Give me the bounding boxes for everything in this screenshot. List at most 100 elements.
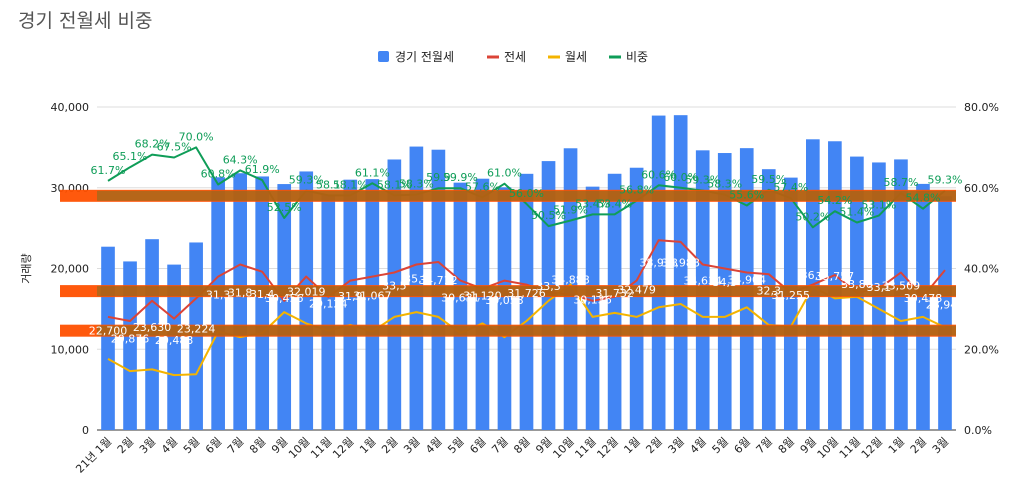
- y-tick-label: 10,000: [51, 343, 90, 356]
- ratio-value-label: 59.9%: [443, 171, 478, 184]
- y2-tick-label: 40.0%: [964, 263, 999, 276]
- bar: [343, 179, 358, 430]
- ratio-value-label: 56.8%: [619, 184, 654, 197]
- x-tick-label: 8월: [511, 435, 532, 456]
- bar-value-label: 33,3: [536, 280, 561, 293]
- bar-value-label: 31,732: [595, 287, 634, 300]
- bar-value-label: 30,631: [441, 291, 480, 304]
- x-tick-label: 12월: [859, 435, 885, 461]
- ratio-value-label: 58.3%: [399, 178, 434, 191]
- bar: [761, 169, 776, 431]
- bar: [938, 196, 952, 430]
- x-tick-label: 21년 1월: [73, 435, 114, 476]
- bar: [585, 186, 600, 430]
- bar-value-label: 31,120: [463, 289, 502, 302]
- ratio-value-label: 60.0%: [663, 171, 698, 184]
- ratio-value-label: 53.4%: [597, 197, 632, 210]
- x-tick-label: 5월: [710, 435, 731, 456]
- ratio-value-label: 65.1%: [113, 150, 148, 163]
- bar: [167, 264, 181, 430]
- ratio-value-label: 53.4%: [575, 197, 610, 210]
- ratio-value-label: 68.2%: [135, 138, 170, 151]
- x-tick-label: 6월: [203, 435, 224, 456]
- ratio-value-label: 61.1%: [355, 166, 390, 179]
- bar-value-label: 32,019: [287, 286, 326, 299]
- x-tick-label: 1월: [886, 435, 907, 456]
- ratio-value-label: 51.9%: [553, 203, 588, 216]
- ratio-value-label: 57.4%: [773, 181, 808, 194]
- x-tick-label: 6월: [467, 435, 488, 456]
- x-tick-label: 5월: [181, 435, 202, 456]
- ratio-value-label: 55.6%: [729, 189, 764, 202]
- ratio-value-label: 58.1%: [333, 178, 368, 191]
- ratio-value-label: 58.7%: [883, 176, 918, 189]
- bar: [277, 184, 292, 430]
- bar-value-label: 38,938: [639, 256, 678, 269]
- bar: [211, 177, 225, 430]
- x-tick-label: 11월: [837, 435, 863, 461]
- ratio-value-label: 59.9: [426, 171, 451, 184]
- ratio-value-label: 59.5%: [751, 173, 786, 186]
- x-tick-label: 7월: [754, 435, 775, 456]
- bar: [255, 176, 270, 430]
- x-tick-label: 1월: [357, 435, 378, 456]
- x-tick-label: 3월: [665, 435, 686, 456]
- bar-value-label: 34,888: [551, 274, 590, 287]
- bar-value-label: 32,3: [757, 284, 782, 297]
- ratio-value-label: 70.0%: [179, 130, 214, 143]
- bar-value-label: 33,86: [841, 278, 873, 291]
- y2-tick-label: 80.0%: [964, 101, 999, 114]
- ratio-value-label: 57.6%: [465, 180, 500, 193]
- bar-value-label: 33,1: [867, 281, 892, 294]
- highlight-band: [60, 285, 956, 298]
- bar-value-label: 30,053: [485, 294, 524, 307]
- ratio-value-label: 61.0%: [487, 167, 522, 180]
- bar: [783, 177, 798, 430]
- bar-value-label: 36,0: [801, 269, 826, 282]
- bar: [629, 167, 644, 431]
- bar-value-label: 23,630: [133, 321, 172, 334]
- ratio-value-label: 59.3%: [685, 174, 720, 187]
- x-tick-label: 4월: [159, 435, 180, 456]
- x-tick-label: 3월: [401, 435, 422, 456]
- y-axis-title: 거래량: [20, 253, 33, 283]
- bar-value-label: 20,483: [155, 334, 194, 347]
- bar-value-label: 34,634: [683, 275, 722, 288]
- bar-value-label: 31,255: [772, 289, 811, 302]
- bar: [519, 173, 534, 430]
- x-tick-label: 10월: [550, 435, 576, 461]
- ratio-value-label: 59.3%: [928, 174, 963, 187]
- y-tick-label: 20,000: [51, 263, 90, 276]
- x-tick-label: 4월: [688, 435, 709, 456]
- x-tick-label: 12월: [594, 435, 620, 461]
- bar: [123, 261, 137, 430]
- y-tick-label: 0: [82, 424, 89, 437]
- legend-label: 전세: [504, 50, 526, 64]
- chart-title: 경기 전월세 비중: [18, 10, 153, 32]
- highlight-band: [60, 324, 956, 337]
- ratio-value-label: 59.3%: [289, 174, 324, 187]
- ratio-value-label: 61.9%: [245, 163, 280, 176]
- x-tick-label: 2월: [379, 435, 400, 456]
- bar-value-label: 35,1: [404, 273, 429, 286]
- bar-value-label: 34,3: [712, 276, 737, 289]
- y2-tick-label: 0.0%: [964, 424, 992, 437]
- bar: [321, 194, 336, 430]
- bar: [453, 182, 468, 430]
- x-tick-label: 12월: [330, 435, 356, 461]
- x-tick-label: 1월: [621, 435, 642, 456]
- bar-value-label: 34,712: [419, 274, 458, 287]
- bar-value-label: 38,988: [661, 256, 700, 269]
- bar: [497, 187, 512, 430]
- bar: [299, 171, 314, 430]
- highlight-band-overlay: [97, 190, 956, 201]
- bar-value-label: 31,8: [228, 286, 253, 299]
- bar-value-label: 30,478: [904, 292, 943, 305]
- x-tick-label: 2월: [643, 435, 664, 456]
- bar-value-label: 28,941: [926, 298, 965, 311]
- series-line: [107, 146, 946, 229]
- bar: [365, 179, 380, 430]
- ratio-value-label: 67.5%: [157, 140, 192, 153]
- bar-value-label: 20,876: [111, 332, 150, 345]
